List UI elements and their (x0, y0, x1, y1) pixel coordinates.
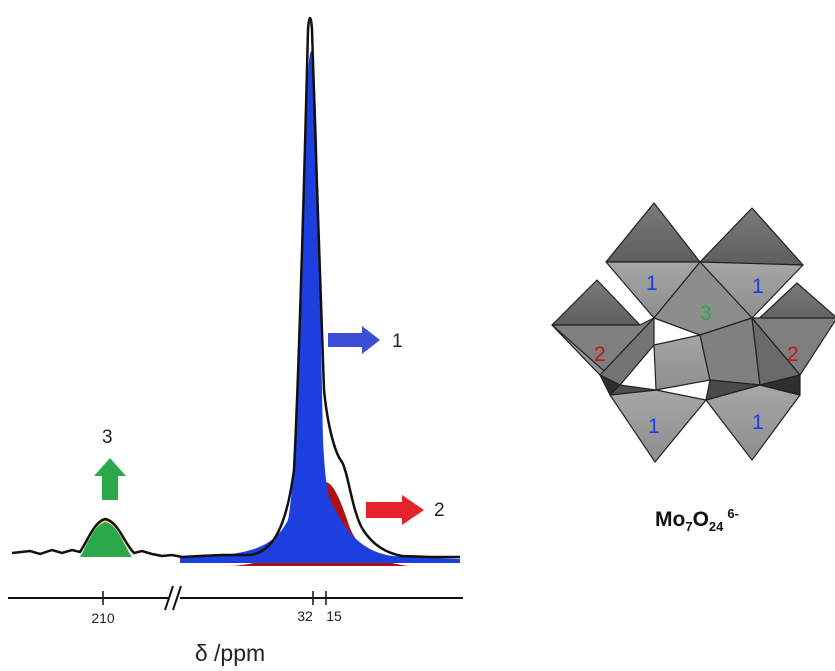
formula-sub-1: 7 (685, 519, 693, 535)
arrow-2 (366, 495, 424, 525)
octahedron-top-left (605, 202, 701, 263)
formula-mid: O (692, 508, 709, 531)
spectrum-trace (11, 16, 460, 559)
site-label-2b: 2 (787, 343, 799, 366)
arrow-1 (328, 326, 380, 354)
octahedron-top-right (699, 207, 804, 266)
site-label-1b: 1 (752, 275, 764, 298)
formula-base: Mo (655, 508, 686, 531)
peak-label-2: 2 (434, 500, 445, 521)
shadow-edge-left (599, 374, 621, 396)
formula-sub-2: 24 (708, 519, 724, 535)
axis-break-2 (172, 585, 182, 611)
x-axis-label: δ /ppm (194, 640, 266, 666)
arrow-3 (94, 458, 126, 500)
octahedron-bottom-right-dark (705, 379, 761, 401)
shadow-edge-right (759, 374, 801, 396)
formula-label: Mo7O246- (655, 506, 739, 534)
site-label-3: 3 (700, 302, 712, 325)
axis-break-1 (164, 585, 174, 611)
site-label-1d: 1 (752, 411, 764, 434)
peak-3-fill (80, 522, 132, 557)
polyhedral-structure: 1 1 3 2 2 1 1 (551, 202, 835, 463)
site-label-1a: 1 (646, 272, 658, 295)
tick-label-210: 210 (91, 610, 115, 626)
peak-label-1: 1 (392, 331, 403, 352)
peak-label-3: 3 (102, 427, 113, 448)
tick-label-15: 15 (326, 608, 342, 624)
site-label-2a: 2 (594, 343, 606, 366)
tick-label-32: 32 (297, 608, 313, 624)
formula-charge: 6- (727, 506, 739, 521)
nmr-spectrum: 1 2 3 210 32 15 (8, 16, 463, 626)
site-label-1c: 1 (648, 415, 660, 438)
